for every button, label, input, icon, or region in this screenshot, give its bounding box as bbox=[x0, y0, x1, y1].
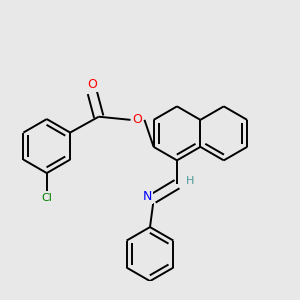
Text: O: O bbox=[87, 78, 97, 92]
Text: H: H bbox=[185, 176, 194, 186]
Text: O: O bbox=[133, 113, 142, 126]
Text: Cl: Cl bbox=[41, 193, 52, 202]
Text: N: N bbox=[143, 190, 152, 203]
